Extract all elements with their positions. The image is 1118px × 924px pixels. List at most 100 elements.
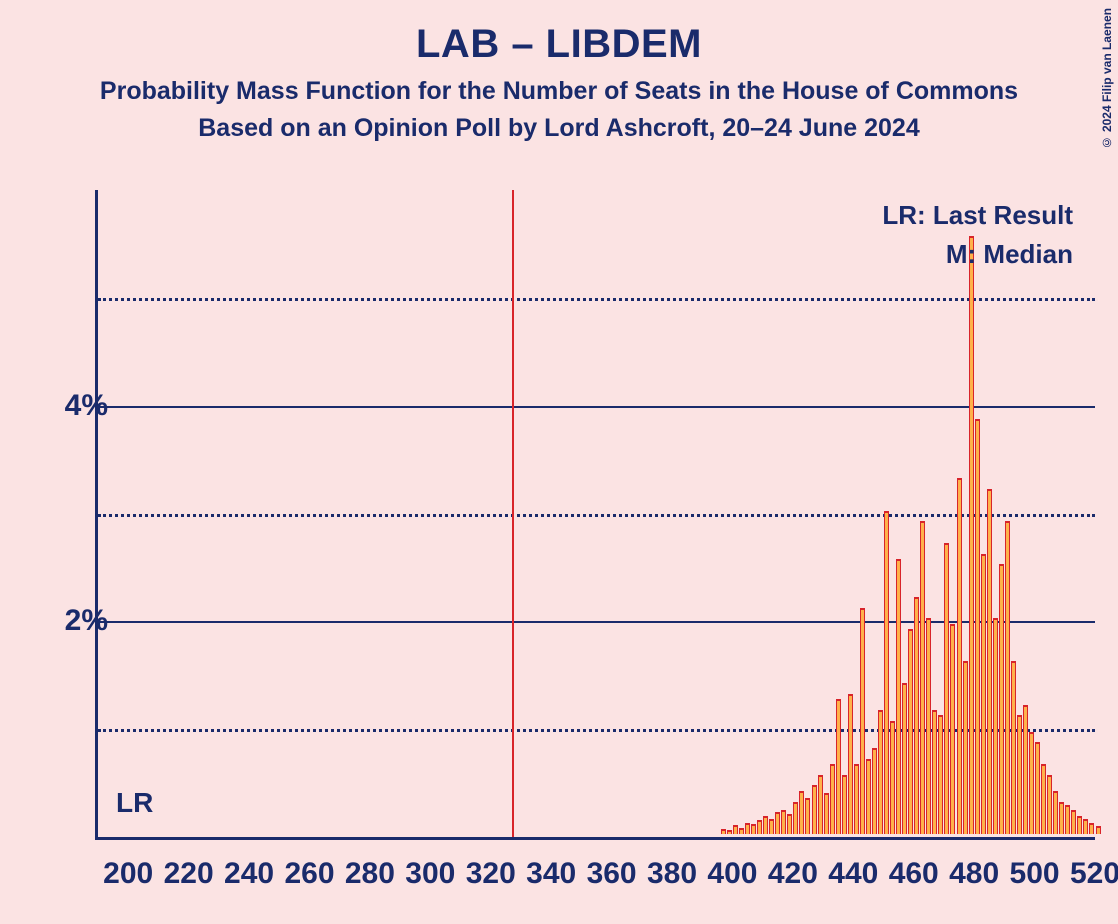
plot-area: LR LR: Last Result M: Median xyxy=(95,190,1095,840)
bar xyxy=(1041,764,1046,834)
bar xyxy=(957,478,962,834)
bar xyxy=(763,816,768,834)
bar-fill xyxy=(909,631,912,834)
bar xyxy=(805,798,810,834)
bar-fill xyxy=(939,717,942,834)
chart-subtitle-1: Probability Mass Function for the Number… xyxy=(0,77,1118,106)
bar xyxy=(884,511,889,835)
bar-fill xyxy=(1097,828,1100,834)
bar xyxy=(848,694,853,834)
bar-fill xyxy=(970,238,973,834)
bar xyxy=(775,812,780,834)
bar-fill xyxy=(1090,825,1093,834)
bar-fill xyxy=(982,556,985,834)
bar-fill xyxy=(921,523,924,834)
bar-fill xyxy=(1054,793,1057,834)
bar-fill xyxy=(891,723,894,834)
bar xyxy=(890,721,895,834)
bar-fill xyxy=(1048,777,1051,834)
bar xyxy=(1053,791,1058,834)
bar xyxy=(769,819,774,834)
bar xyxy=(727,830,732,834)
bar-fill xyxy=(1030,734,1033,834)
bar xyxy=(793,802,798,834)
x-tick-label: 220 xyxy=(164,857,214,891)
bar-fill xyxy=(806,800,809,834)
bar xyxy=(787,814,792,834)
bar xyxy=(902,683,907,834)
bar-fill xyxy=(819,777,822,834)
bar xyxy=(1071,810,1076,834)
bar xyxy=(878,710,883,834)
bar xyxy=(932,710,937,834)
bar xyxy=(1011,661,1016,834)
bar xyxy=(1023,705,1028,834)
bar-fill xyxy=(994,620,997,834)
x-tick-label: 360 xyxy=(587,857,637,891)
bar xyxy=(896,559,901,834)
y-tick-label: 4% xyxy=(65,389,108,423)
bar-fill xyxy=(843,777,846,834)
x-tick-label: 500 xyxy=(1010,857,1060,891)
bar-fill xyxy=(831,766,834,834)
bar xyxy=(872,748,877,834)
bar xyxy=(1065,805,1070,834)
bar-fill xyxy=(1012,663,1015,834)
bar-fill xyxy=(976,421,979,834)
bar xyxy=(799,791,804,834)
bar-fill xyxy=(879,712,882,834)
bar xyxy=(963,661,968,834)
x-tick-label: 400 xyxy=(707,857,757,891)
bar xyxy=(914,597,919,834)
chart-subtitle-2: Based on an Opinion Poll by Lord Ashcrof… xyxy=(0,114,1118,143)
x-tick-label: 460 xyxy=(889,857,939,891)
bar-fill xyxy=(1000,566,1003,834)
bar-fill xyxy=(988,491,991,834)
bar-fill xyxy=(800,793,803,834)
bar-fill xyxy=(873,750,876,834)
bar xyxy=(854,764,859,834)
bar-fill xyxy=(776,814,779,834)
bar xyxy=(950,624,955,834)
bar-fill xyxy=(758,822,761,834)
bar-fill xyxy=(1036,744,1039,834)
x-tick-label: 340 xyxy=(526,857,576,891)
bar-fill xyxy=(813,787,816,834)
x-tick-label: 260 xyxy=(284,857,334,891)
bar xyxy=(830,764,835,834)
bar-fill xyxy=(825,795,828,834)
bar-fill xyxy=(764,818,767,834)
bar xyxy=(938,715,943,834)
bar xyxy=(739,828,744,834)
bar xyxy=(757,820,762,834)
bar xyxy=(999,564,1004,834)
x-tick-label: 440 xyxy=(828,857,878,891)
bar-fill xyxy=(1078,818,1081,834)
bar-fill xyxy=(770,821,773,834)
bar-fill xyxy=(794,804,797,834)
bar-fill xyxy=(927,620,930,834)
bar-fill xyxy=(740,830,743,834)
bar xyxy=(1089,823,1094,834)
bar-fill xyxy=(788,816,791,834)
bar-fill xyxy=(945,545,948,834)
bar-fill xyxy=(897,561,900,834)
bar xyxy=(824,793,829,834)
bar xyxy=(920,521,925,834)
bar-fill xyxy=(1066,807,1069,834)
y-tick-label: 2% xyxy=(65,604,108,638)
bar xyxy=(969,236,974,834)
bar-fill xyxy=(734,827,737,834)
x-tick-label: 300 xyxy=(405,857,455,891)
bar xyxy=(1005,521,1010,834)
bar-fill xyxy=(855,766,858,834)
bar-fill xyxy=(861,610,864,834)
x-tick-label: 380 xyxy=(647,857,697,891)
bar xyxy=(836,699,841,834)
bar xyxy=(1096,826,1101,834)
bar xyxy=(975,419,980,834)
bar xyxy=(993,618,998,834)
x-tick-label: 280 xyxy=(345,857,395,891)
x-tick-label: 320 xyxy=(466,857,516,891)
bar-fill xyxy=(849,696,852,834)
